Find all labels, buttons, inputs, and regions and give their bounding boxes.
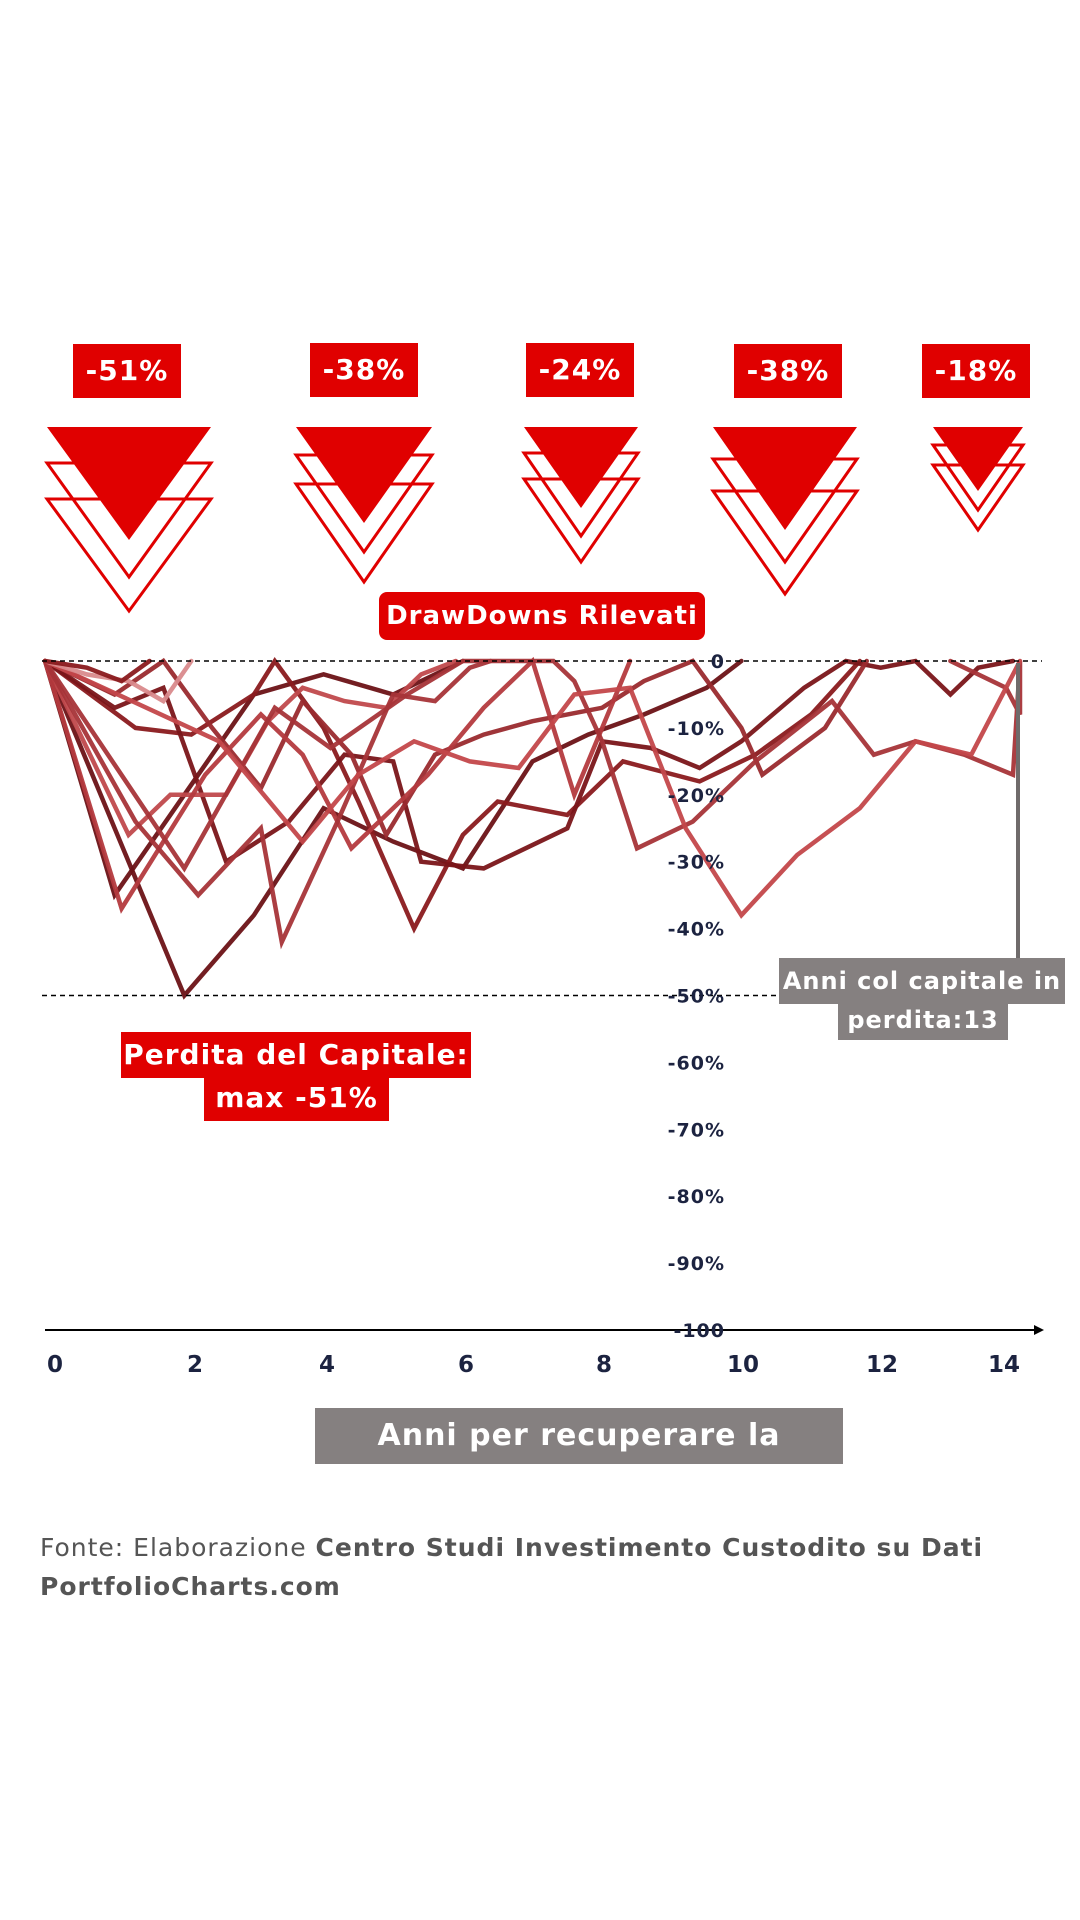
x-tick-label: 12 <box>866 1352 898 1378</box>
x-tick-label: 14 <box>988 1352 1020 1378</box>
y-tick-label: -100 <box>673 1320 725 1342</box>
x-tick-label: 2 <box>187 1352 203 1378</box>
series-line-5 <box>42 657 870 840</box>
y-tick-label: -90% <box>668 1253 725 1275</box>
x-tick-label: 4 <box>319 1352 335 1378</box>
y-tick-label: -10% <box>668 718 725 740</box>
drawdown-triangle-5 <box>930 427 1026 533</box>
source-prefix: Fonte: Elaborazione <box>40 1533 316 1562</box>
source-note: Fonte: Elaborazione Centro Studi Investi… <box>40 1528 1040 1606</box>
series-line-10 <box>42 658 1023 919</box>
years-in-loss-line2: perdita:13 <box>838 1000 1008 1040</box>
chart-title: DrawDowns Rilevati <box>379 592 705 640</box>
y-tick-label: -60% <box>668 1052 725 1074</box>
series-line-11 <box>42 658 194 705</box>
x-tick-label: 6 <box>458 1352 474 1378</box>
max-loss-label-line2: max -51% <box>204 1075 389 1121</box>
y-tick-label: -50% <box>668 986 725 1008</box>
drawdown-badge-2: -38% <box>310 343 418 397</box>
x-axis-label: Anni per recuperare la perdita <box>315 1408 843 1509</box>
series-line-3 <box>42 656 863 934</box>
x-axis-arrow <box>1034 1325 1044 1335</box>
y-tick-label: -40% <box>668 919 725 941</box>
drawdown-triangle-2 <box>293 427 435 585</box>
drawdown-triangle-3 <box>521 427 641 565</box>
drawdown-badge-1: -51% <box>73 344 181 398</box>
series-line-12 <box>42 658 152 684</box>
y-tick-label: 0 <box>711 651 725 673</box>
x-tick-label: 0 <box>47 1352 63 1378</box>
y-tick-label: -70% <box>668 1119 725 1141</box>
series-line-8 <box>42 658 493 950</box>
x-tick-label: 8 <box>596 1352 612 1378</box>
x-tick-label: 10 <box>727 1352 759 1378</box>
drawdown-badge-5: -18% <box>922 344 1030 398</box>
y-tick-label: -20% <box>668 785 725 807</box>
y-tick-label: -80% <box>668 1186 725 1208</box>
drawdown-badge-4: -38% <box>734 344 842 398</box>
drawdown-badge-3: -24% <box>526 343 634 397</box>
y-tick-label: -30% <box>668 852 725 874</box>
drawdown-triangle-1 <box>44 427 214 614</box>
max-loss-label-line1: Perdita del Capitale: <box>121 1032 471 1078</box>
drawdown-triangle-4 <box>710 427 860 597</box>
series-line-7 <box>42 656 633 914</box>
years-in-loss-line1: Anni col capitale in <box>779 958 1065 1004</box>
source-bold: Centro Studi Investimento Custodito su D… <box>40 1533 984 1601</box>
